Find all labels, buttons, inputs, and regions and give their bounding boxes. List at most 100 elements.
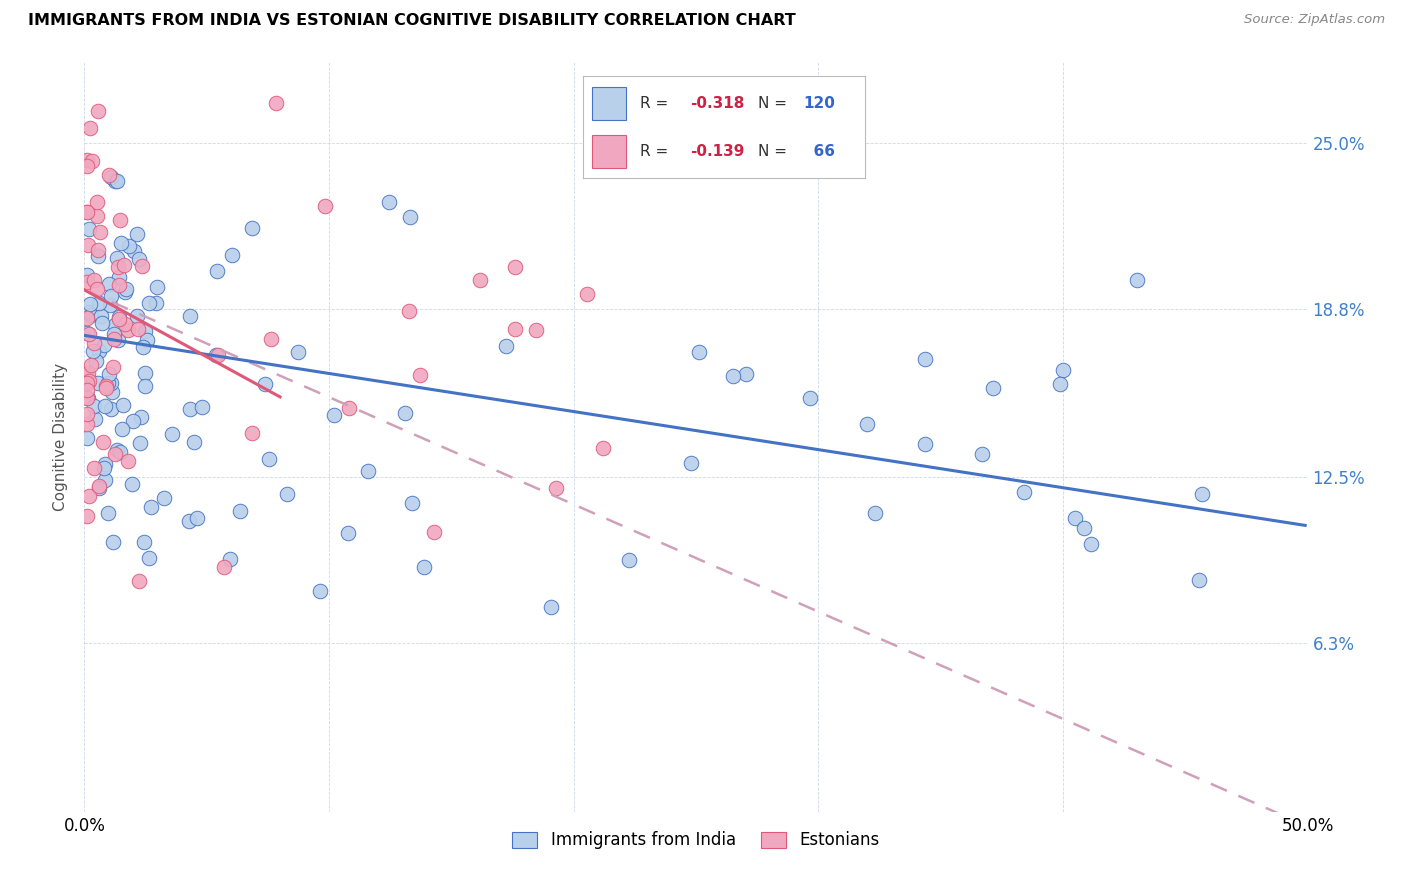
Point xyxy=(799,392,821,406)
Point xyxy=(77,489,100,503)
Text: 66: 66 xyxy=(803,145,835,160)
Point xyxy=(131,340,153,354)
Point xyxy=(337,401,360,416)
Point xyxy=(357,464,380,478)
Point xyxy=(183,435,205,450)
Point xyxy=(104,174,127,188)
Point xyxy=(981,381,1004,395)
Point xyxy=(87,479,110,493)
Point xyxy=(76,367,98,381)
Point xyxy=(863,507,886,521)
Point xyxy=(186,511,208,525)
Point xyxy=(97,368,120,382)
Point xyxy=(856,417,879,431)
Point xyxy=(76,275,98,289)
Point xyxy=(229,504,252,518)
Point xyxy=(314,199,336,213)
Point xyxy=(1080,537,1102,551)
Point xyxy=(207,349,229,363)
Point xyxy=(108,213,131,227)
Point xyxy=(108,311,131,326)
Text: R =: R = xyxy=(640,96,673,111)
Point xyxy=(970,447,993,461)
Text: R =: R = xyxy=(640,145,673,160)
Point xyxy=(257,451,280,466)
Point xyxy=(191,400,214,414)
Point xyxy=(409,368,432,383)
Point xyxy=(82,344,104,359)
Point xyxy=(90,309,112,323)
Point xyxy=(87,481,110,495)
Legend: Immigrants from India, Estonians: Immigrants from India, Estonians xyxy=(506,824,886,855)
Point xyxy=(76,204,98,219)
Point xyxy=(134,324,156,338)
Point xyxy=(121,477,143,491)
Point xyxy=(86,209,108,223)
Point xyxy=(592,441,614,455)
Point xyxy=(1014,485,1036,500)
Point xyxy=(495,339,517,353)
Point xyxy=(179,401,201,416)
Point xyxy=(1126,273,1149,287)
Point xyxy=(276,486,298,500)
Point xyxy=(1052,363,1074,377)
Point xyxy=(87,296,110,310)
Point xyxy=(76,368,98,382)
Point xyxy=(1049,377,1071,392)
Point xyxy=(80,358,103,372)
Point xyxy=(336,525,359,540)
Text: N =: N = xyxy=(758,145,792,160)
Point xyxy=(1064,511,1087,525)
Text: IMMIGRANTS FROM INDIA VS ESTONIAN COGNITIVE DISABILITY CORRELATION CHART: IMMIGRANTS FROM INDIA VS ESTONIAN COGNIT… xyxy=(28,13,796,29)
Point xyxy=(114,285,136,299)
Point xyxy=(79,309,101,323)
Point xyxy=(423,524,446,539)
Point xyxy=(118,239,141,253)
Point xyxy=(503,260,526,275)
Point xyxy=(76,268,98,282)
Point xyxy=(129,409,152,424)
Bar xyxy=(592,136,626,168)
Point xyxy=(89,344,111,359)
Y-axis label: Cognitive Disability: Cognitive Disability xyxy=(53,363,69,511)
Point xyxy=(117,454,139,468)
Point xyxy=(91,316,114,330)
Point xyxy=(76,205,98,219)
Point xyxy=(101,359,124,374)
Point xyxy=(83,461,105,475)
Point xyxy=(219,552,242,566)
Point xyxy=(540,599,562,614)
Text: Source: ZipAtlas.com: Source: ZipAtlas.com xyxy=(1244,13,1385,27)
Point xyxy=(131,259,153,273)
Point xyxy=(76,391,98,405)
Point xyxy=(145,279,167,293)
Point xyxy=(79,121,101,136)
Point xyxy=(139,500,162,514)
Point xyxy=(114,317,136,331)
Point xyxy=(93,400,115,414)
Point xyxy=(96,381,118,395)
Point xyxy=(108,310,131,324)
Point xyxy=(205,264,228,278)
Point xyxy=(688,344,710,359)
Point xyxy=(98,298,121,312)
Point xyxy=(98,168,121,182)
Point xyxy=(77,374,100,388)
Point xyxy=(212,560,235,574)
Point xyxy=(76,431,98,445)
Point xyxy=(83,273,105,287)
Point xyxy=(87,249,110,263)
Point xyxy=(97,277,120,291)
Point xyxy=(100,170,122,185)
Point xyxy=(77,326,100,341)
Point xyxy=(681,456,703,470)
Point xyxy=(105,174,128,188)
Point xyxy=(1073,521,1095,535)
Point xyxy=(287,344,309,359)
Point xyxy=(398,303,420,318)
Point xyxy=(544,481,567,495)
Point xyxy=(619,552,641,566)
Point xyxy=(122,413,145,427)
Point xyxy=(177,514,200,528)
Bar xyxy=(592,87,626,120)
